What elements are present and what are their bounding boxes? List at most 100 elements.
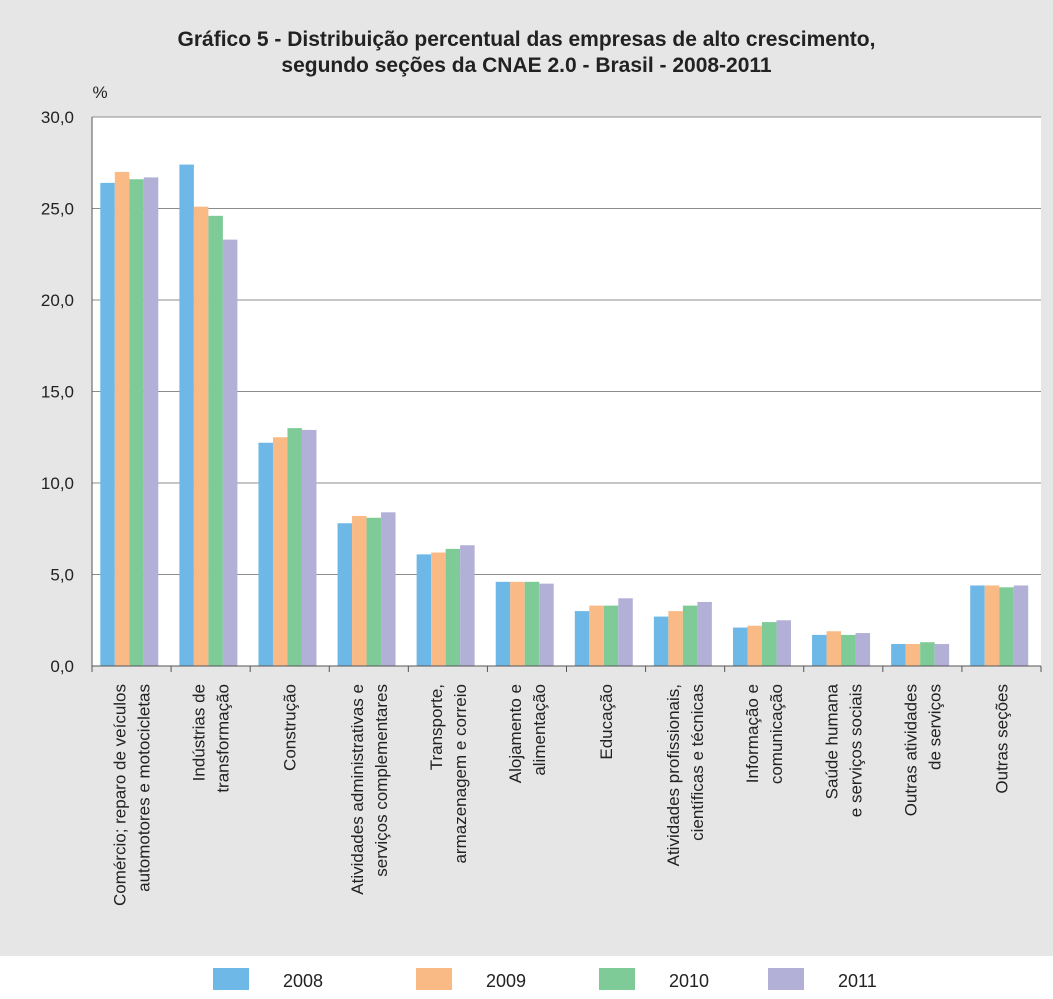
- legend-label: 2008: [283, 971, 324, 991]
- x-tick-label: Atividades profissionais, científicas e t…: [664, 684, 707, 866]
- bar: [761, 622, 777, 666]
- x-tick-label: Comércio; reparo de veículos automotores …: [111, 684, 154, 906]
- y-tick-labels: 0,0 5,0 10,0 15,0 20,0 25,0 30,0: [41, 108, 74, 676]
- x-tick-label-line: de serviços: [925, 684, 944, 770]
- legend-label: 2010: [669, 971, 710, 991]
- bar: [589, 605, 604, 666]
- bar: [381, 512, 396, 666]
- bar: [416, 554, 432, 666]
- y-tick-label: 30,0: [41, 108, 74, 127]
- bar: [100, 182, 115, 666]
- bar: [366, 517, 382, 666]
- y-tick-label: 25,0: [41, 200, 74, 219]
- bar: [841, 634, 856, 666]
- bar: [129, 179, 144, 666]
- bar: [999, 587, 1014, 666]
- y-axis-label: %: [92, 83, 107, 102]
- x-tick-label-line: Atividades profissionais,: [664, 684, 683, 866]
- bar: [495, 581, 511, 666]
- gridlines: [92, 116, 1041, 575]
- x-tick-label: Educação: [597, 684, 616, 760]
- x-tick-label-line: Informação e: [743, 684, 762, 783]
- bar: [812, 634, 827, 666]
- bar: [179, 164, 194, 666]
- x-tick-label-line: automotores e motocicletas: [135, 684, 154, 892]
- x-tick-label-line: serviços complementares: [372, 684, 391, 877]
- bar: [603, 605, 619, 666]
- x-tick-label: Outras atividades de serviços: [901, 684, 944, 816]
- bar: [653, 616, 669, 666]
- x-tick-label-line: Educação: [597, 684, 616, 760]
- bar: [984, 585, 1000, 666]
- y-tick-label: 20,0: [41, 291, 74, 310]
- legend-label: 2009: [486, 971, 527, 991]
- bar: [352, 515, 367, 666]
- bar: [934, 644, 950, 666]
- x-tick-label: Informação e comunicação: [743, 684, 786, 784]
- x-tick-label-line: científicas e técnicas: [688, 684, 707, 841]
- x-tick-label-line: Saúde humana: [822, 683, 841, 799]
- bar: [776, 620, 791, 666]
- legend-swatch: [213, 968, 249, 990]
- x-tick-label: Indústrias de transformação: [190, 684, 233, 793]
- chart-title: Gráfico 5 - Distribuição percentual das …: [0, 27, 1053, 79]
- x-tick-label: Transporte, armazenagem e correio: [427, 684, 470, 864]
- bar: [337, 523, 353, 666]
- bar: [618, 598, 633, 666]
- bar-chart: 0,0 5,0 10,0 15,0 20,0 25,0 30,0 Comércio; rep…: [41, 83, 1042, 906]
- x-tick-label-line: Outras atividades: [901, 684, 920, 816]
- x-tick-label-line: e serviços sociais: [846, 684, 865, 817]
- x-tick-label-line: Alojamento e: [506, 684, 525, 783]
- bar: [301, 429, 317, 666]
- x-tick-label-line: comunicação: [767, 684, 786, 784]
- bar: [697, 601, 712, 666]
- bar: [510, 581, 525, 666]
- bar: [460, 545, 475, 666]
- x-tick-label: Construção: [281, 684, 300, 771]
- bar: [445, 548, 461, 666]
- x-tick-label-line: Comércio; reparo de veículos: [111, 684, 130, 906]
- x-tick-label-line: alimentação: [530, 684, 549, 776]
- bar: [855, 633, 871, 666]
- bar: [891, 644, 906, 666]
- bar: [826, 631, 842, 666]
- x-tick-label-line: Atividades administrativas e: [348, 684, 367, 895]
- bar: [193, 206, 209, 667]
- bar: [222, 239, 238, 667]
- legend-swatch: [768, 968, 804, 990]
- x-tick-label-line: Construção: [281, 684, 300, 771]
- bar: [970, 585, 985, 666]
- bar: [272, 437, 288, 666]
- axes: [91, 117, 1042, 672]
- x-tick-label-line: Transporte,: [427, 684, 446, 770]
- x-tick-label: Atividades administrativas e serviços com…: [348, 684, 391, 895]
- bar: [905, 644, 921, 666]
- bar: [920, 642, 935, 666]
- x-tick-label-line: armazenagem e correio: [451, 684, 470, 864]
- y-tick-label: 10,0: [41, 474, 74, 493]
- x-tick-label-line: Outras seções: [992, 684, 1011, 794]
- x-tick-label-line: Indústrias de: [190, 684, 209, 781]
- bar: [732, 627, 748, 666]
- bar: [287, 428, 302, 666]
- bar: [143, 177, 159, 666]
- legend: 2008 2009 2010 2011: [0, 956, 1053, 999]
- bar: [682, 605, 698, 666]
- bar: [431, 552, 446, 666]
- legend-swatch: [599, 968, 635, 990]
- bar: [208, 215, 223, 666]
- x-tick-label: Saúde humana e serviços sociais: [822, 683, 865, 817]
- x-tick-label: Outras seções: [992, 684, 1011, 794]
- bar: [524, 581, 540, 666]
- bar: [1013, 585, 1029, 666]
- x-tick-label-line: transformação: [214, 684, 233, 793]
- bar: [539, 583, 554, 666]
- legend-label: 2011: [838, 971, 877, 991]
- x-tick-labels: Comércio; reparo de veículos automotores …: [111, 683, 1012, 906]
- bar: [114, 171, 130, 666]
- y-tick-label: 15,0: [41, 383, 74, 402]
- chart-title-line-2: segundo seções da CNAE 2.0 - Brasil - 20…: [281, 54, 772, 77]
- x-tick-label: Alojamento e alimentação: [506, 684, 549, 783]
- bar: [747, 625, 762, 666]
- chart-title-line-1: Gráfico 5 - Distribuição percentual das …: [177, 28, 876, 51]
